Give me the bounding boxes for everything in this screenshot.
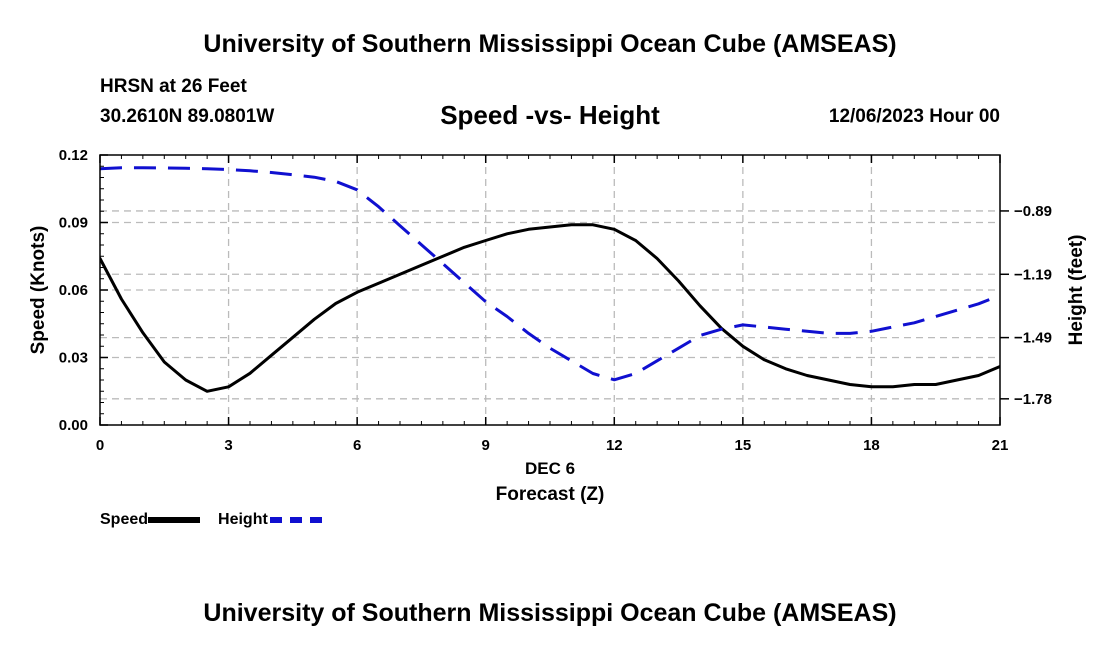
x-tick-label: 3: [224, 437, 232, 454]
top-title: University of Southern Mississippi Ocean…: [203, 30, 897, 58]
y2-tick-label: −1.49: [1014, 330, 1052, 347]
y-tick-label: 0.06: [59, 282, 88, 299]
series-line-speed: [100, 223, 1000, 393]
station-label: HRSN at 26 Feet: [100, 76, 247, 97]
x-tick-label: 18: [863, 437, 880, 454]
legend-height-label: Height: [218, 511, 268, 528]
x-tick-label: 6: [353, 437, 361, 454]
x-tick-label: 15: [735, 437, 752, 454]
chart-ticks: 0 3 6 9 12 15 18 21 0.00 0.03 0.06 0.09 0.12 −0.89 −1.…: [59, 147, 1052, 454]
y2-tick-label: −0.89: [1014, 203, 1052, 220]
x-tick-label: 0: [96, 437, 104, 454]
forecast-datetime: 12/06/2023 Hour 00: [828, 106, 1000, 127]
series-line-height: [100, 166, 1000, 382]
y-tick-label: 0.09: [59, 215, 88, 232]
chart-legend: Speed Height: [100, 509, 340, 531]
y2-axis-title: Height (feet): [1066, 235, 1087, 346]
x-tick-label: 12: [606, 437, 623, 454]
chart-title: Speed -vs- Height: [440, 100, 660, 130]
y-tick-label: 0.12: [59, 147, 88, 164]
chart-series: [100, 166, 1000, 393]
legend-speed-swatch: [148, 517, 201, 523]
bottom-title: University of Southern Mississippi Ocean…: [203, 599, 897, 627]
chart-grid: [100, 155, 1000, 425]
x-axis-title: Forecast (Z): [496, 484, 605, 505]
x-tick-label: 9: [482, 437, 490, 454]
legend-speed-label: Speed: [100, 511, 149, 528]
x-axis-date-label: DEC 6: [525, 459, 575, 478]
y-tick-label: 0.03: [59, 350, 88, 367]
legend-height-swatch: [269, 517, 322, 523]
y2-tick-label: −1.78: [1014, 391, 1052, 408]
y-axis-title: Speed (Knots): [28, 226, 49, 355]
y-tick-label: 0.00: [59, 417, 88, 434]
x-tick-label: 21: [992, 437, 1009, 454]
plot-frame: [99, 154, 1001, 426]
y2-tick-label: −1.19: [1014, 266, 1052, 283]
station-coordinates: 30.2610N 89.0801W: [100, 106, 275, 127]
